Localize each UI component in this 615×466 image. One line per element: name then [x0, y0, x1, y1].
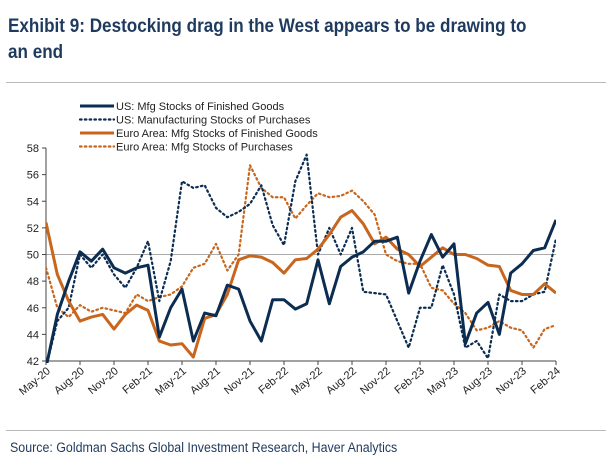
x-tick-label: Aug-23 [460, 365, 495, 397]
x-tick-label: Aug-21 [188, 365, 223, 397]
bottom-separator [6, 430, 606, 431]
y-tick-label: 54 [27, 196, 39, 208]
top-separator [6, 82, 606, 83]
x-tick-label: Aug-22 [324, 365, 359, 397]
y-tick-label: 48 [27, 276, 39, 288]
x-tick-label: Nov-23 [494, 365, 529, 397]
y-tick-label: 42 [27, 356, 39, 368]
legend-label-3: Euro Area: Mfg Stocks of Finished Goods [116, 128, 318, 140]
x-tick-label: Feb-24 [529, 365, 563, 397]
legend-label-4: Euro Area: Mfg Stocks of Purchases [116, 142, 293, 154]
source-note: Source: Goldman Sachs Global Investment … [10, 440, 398, 455]
series-line-4 [46, 164, 556, 349]
series-line-1 [46, 219, 556, 363]
y-tick-label: 46 [27, 303, 39, 315]
x-tick-label: May-20 [17, 365, 53, 398]
x-tick-label: Nov-22 [358, 365, 393, 397]
x-tick-label: May-23 [425, 365, 461, 398]
y-tick-label: 52 [27, 223, 39, 235]
x-tick-label: Feb-22 [257, 365, 291, 397]
x-tick-label: May-21 [153, 365, 189, 398]
y-tick-label: 58 [27, 143, 39, 155]
x-tick-label: Feb-21 [121, 365, 155, 397]
series-line-3 [46, 209, 556, 359]
x-tick-label: Nov-20 [86, 365, 121, 397]
x-tick-label: Feb-23 [393, 365, 427, 397]
y-tick-label: 44 [27, 329, 39, 341]
legend-label-2: US: Manufacturing Stocks of Purchases [116, 115, 311, 127]
x-tick-label: May-22 [289, 365, 325, 398]
series-line-2 [46, 153, 556, 363]
x-tick-label: Aug-20 [52, 365, 87, 397]
chart-title: Exhibit 9: Destocking drag in the West a… [8, 16, 527, 63]
y-tick-label: 50 [27, 250, 39, 262]
x-tick-label: Nov-21 [222, 365, 257, 397]
y-tick-label: 56 [27, 170, 39, 182]
legend-label-1: US: Mfg Stocks of Finished Goods [116, 101, 285, 113]
